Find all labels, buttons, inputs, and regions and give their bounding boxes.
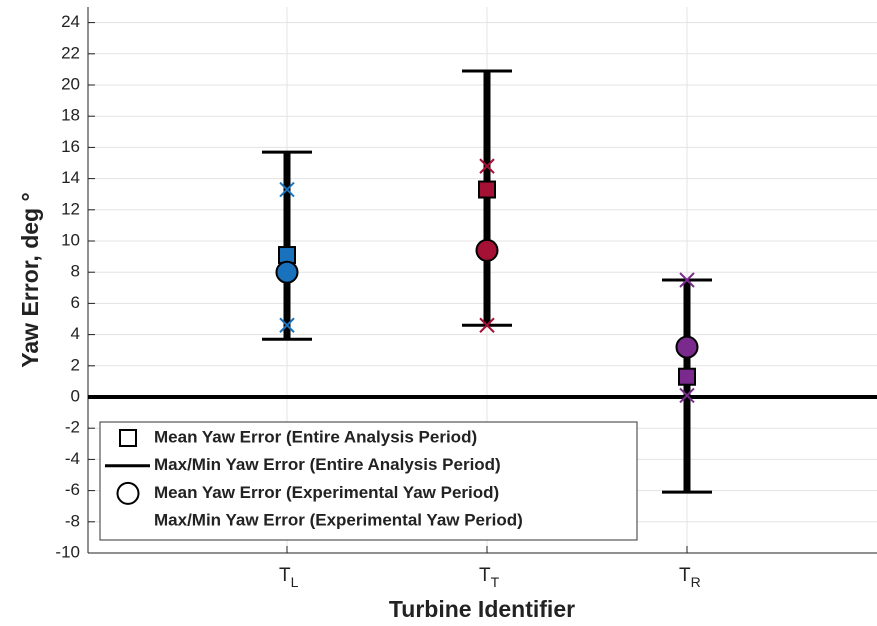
category-label: T <box>479 565 491 586</box>
y-tick-label: 14 <box>61 168 80 187</box>
legend-label: Mean Yaw Error (Experimental Yaw Period) <box>154 483 499 502</box>
y-tick-label: -10 <box>55 542 80 561</box>
circle-marker <box>116 481 140 505</box>
y-tick-label: -4 <box>65 449 80 468</box>
legend-label: Max/Min Yaw Error (Experimental Yaw Peri… <box>154 511 523 530</box>
category-label: T <box>679 565 691 586</box>
x-marker <box>120 513 136 529</box>
category-subscript: L <box>291 574 299 590</box>
square-marker <box>678 367 696 386</box>
x-marker <box>279 181 295 198</box>
y-tick-label: 6 <box>71 293 80 312</box>
legend-label: Mean Yaw Error (Entire Analysis Period) <box>154 427 477 446</box>
y-tick-label: 2 <box>71 355 80 374</box>
legend-box <box>99 421 638 541</box>
y-tick-label: -2 <box>65 418 80 437</box>
square-marker <box>478 180 496 199</box>
square-marker <box>119 429 137 447</box>
category-label: T <box>279 565 291 586</box>
x-tick-label: TT <box>479 565 500 590</box>
circle-marker <box>275 260 299 284</box>
circle-marker <box>475 238 499 262</box>
y-tick-label: 24 <box>61 12 80 31</box>
category-subscript: T <box>491 574 500 590</box>
y-tick-label: 22 <box>61 43 80 62</box>
y-axis-label: Yaw Error, deg ° <box>17 192 43 367</box>
y-tick-label: 16 <box>61 137 80 156</box>
x-tick-label: TR <box>679 565 701 590</box>
y-tick-label: -8 <box>65 511 80 530</box>
category-subscript: R <box>691 574 701 590</box>
x-tick-label: TL <box>279 565 299 590</box>
y-tick-label: 10 <box>61 230 80 249</box>
x-marker <box>679 387 695 404</box>
y-tick-label: 0 <box>71 386 80 405</box>
x-marker <box>479 158 495 174</box>
y-tick-label: 8 <box>71 262 80 281</box>
y-tick-label: 18 <box>61 106 80 125</box>
x-marker <box>679 272 695 288</box>
x-marker <box>479 317 495 333</box>
x-axis-label: Turbine Identifier <box>389 596 575 622</box>
legend-label: Max/Min Yaw Error (Entire Analysis Perio… <box>154 455 501 474</box>
y-tick-label: -6 <box>65 480 80 499</box>
y-tick-label: 12 <box>61 199 80 218</box>
y-tick-label: 4 <box>71 324 80 343</box>
x-marker <box>279 317 295 333</box>
y-tick-label: 20 <box>61 74 80 93</box>
circle-marker <box>675 335 699 359</box>
square-marker <box>278 246 296 265</box>
legend: Mean Yaw Error (Entire Analysis Period) M… <box>99 421 638 541</box>
